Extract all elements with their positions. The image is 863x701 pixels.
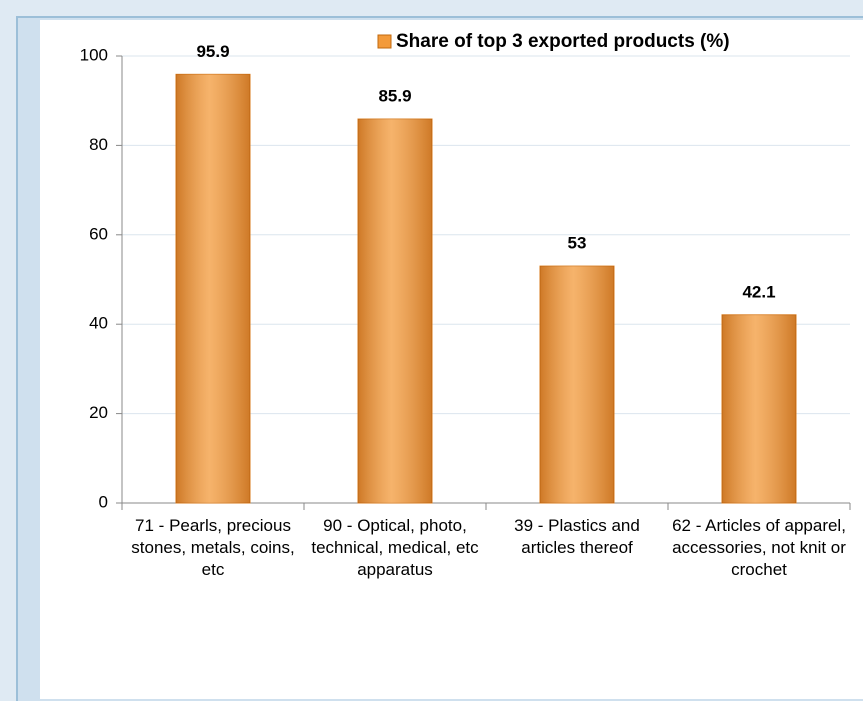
data-label: 53 <box>568 234 587 253</box>
x-tick-label: 39 - Plastics and articles thereof <box>514 516 640 557</box>
bar-shade <box>540 266 614 503</box>
legend-swatch <box>377 34 392 49</box>
y-tick-label: 60 <box>89 224 108 243</box>
bar-shade <box>722 314 796 503</box>
x-tick-label: 62 - Articles of apparel, accessories, n… <box>672 516 846 579</box>
bar-shade <box>358 119 432 503</box>
legend-label: Share of top 3 exported products (%) <box>396 31 730 52</box>
y-tick-label: 100 <box>80 45 108 64</box>
y-tick-label: 0 <box>99 492 108 511</box>
y-tick-label: 80 <box>89 135 108 154</box>
x-tick-label: 90 - Optical, photo, technical, medical,… <box>311 516 479 579</box>
data-label: 85.9 <box>378 87 411 106</box>
x-tick-label: 71 - Pearls, precious stones, metals, co… <box>131 516 295 579</box>
y-tick-label: 40 <box>89 314 108 333</box>
data-label: 95.9 <box>196 42 229 61</box>
y-tick-label: 20 <box>89 403 108 422</box>
bar-shade <box>176 74 250 504</box>
data-label: 42.1 <box>742 282 775 301</box>
